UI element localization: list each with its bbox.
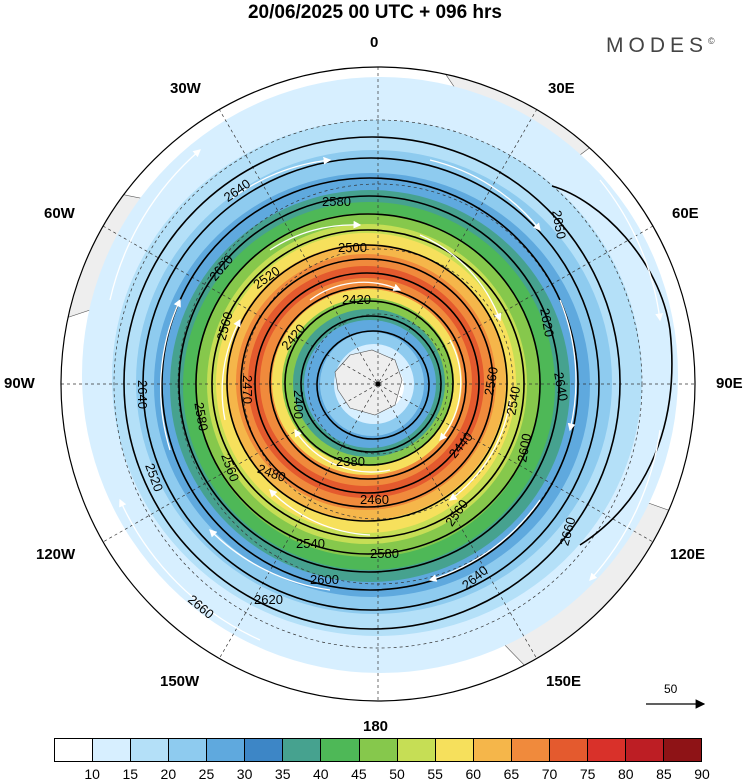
- colorbar-tick-label: 55: [427, 766, 443, 782]
- contour-label: 2420: [342, 292, 371, 307]
- contour-label: 2400: [291, 390, 306, 419]
- colorbar-box: [587, 739, 626, 761]
- colorbar-tick-label: 40: [313, 766, 329, 782]
- contour-label: 2580: [322, 194, 351, 209]
- contour-label: 2620: [537, 307, 557, 338]
- contour-label: 2560: [214, 310, 236, 342]
- lon-label-150e: 150E: [546, 673, 582, 690]
- colorbar-tick-label: 65: [503, 766, 520, 782]
- lon-label-30w: 30W: [170, 80, 201, 97]
- contour-label: 2460: [360, 492, 389, 507]
- colorbar-tick-label: 45: [351, 766, 367, 782]
- colorbar-tick-label: 15: [122, 766, 139, 782]
- colorbar-box: [473, 739, 512, 761]
- colorbar-box: [549, 739, 588, 761]
- height-contours: [123, 136, 673, 630]
- lon-label-180: 180: [363, 718, 389, 735]
- contour-label: 2600: [310, 572, 339, 587]
- contour-label: 2560: [481, 366, 501, 397]
- lon-label-120e: 120E: [670, 546, 706, 563]
- reference-vector-label: 50: [664, 682, 678, 696]
- colorbar-box: [664, 739, 702, 761]
- wind-streamlines: [109, 149, 664, 641]
- colorbar-tick-label: 85: [656, 766, 672, 782]
- colorbar-box: [283, 739, 322, 761]
- lon-label-150w: 150W: [160, 673, 200, 690]
- contour-label: 2640: [551, 371, 571, 402]
- lon-label-60e: 60E: [672, 205, 699, 222]
- lon-label-60w: 60W: [44, 205, 75, 222]
- colorbar-tick-label: 75: [579, 766, 596, 782]
- colorbar-box: [511, 739, 550, 761]
- lon-label-90w: 90W: [4, 375, 35, 392]
- lon-label-90e: 90E: [716, 375, 743, 392]
- colorbar-tick-label: 20: [160, 766, 177, 782]
- colorbar-tick-label: 70: [541, 766, 558, 782]
- colorbar-tick-label: 90: [694, 766, 710, 782]
- contour-label: 2500: [338, 240, 367, 255]
- colorbar-box: [397, 739, 436, 761]
- colorbar-tick-label: 50: [389, 766, 405, 782]
- contour-label: 2540: [296, 536, 325, 551]
- colorbar-box: [435, 739, 474, 761]
- colorbar-tick-label: 30: [236, 766, 253, 782]
- lon-label-120w: 120W: [36, 546, 76, 563]
- south-pole-marker: [375, 381, 381, 387]
- lon-label-0: 0: [370, 34, 379, 51]
- graticule: [61, 67, 695, 701]
- colorbar-box: [207, 739, 246, 761]
- colorbar-box: [359, 739, 398, 761]
- colorbar-tick-label: 35: [274, 766, 291, 782]
- contour-label: 2580: [370, 546, 399, 561]
- lon-label-30e: 30E: [548, 80, 575, 97]
- colorbar-box: [321, 739, 360, 761]
- contour-label: 2640: [135, 380, 150, 409]
- map-title: 20/06/2025 00 UTC + 096 hrs: [247, 2, 503, 23]
- colorbar-box: [55, 739, 94, 761]
- contour-label: 2650: [549, 209, 569, 240]
- colorbar: [54, 738, 702, 762]
- colorbar-box: [131, 739, 170, 761]
- contour-label: 2660: [557, 515, 579, 547]
- map-boundary: [60, 66, 696, 702]
- colorbar-tick-label: 60: [465, 766, 482, 782]
- contour-label: 2540: [503, 385, 523, 416]
- contour-label: 2620: [254, 592, 283, 607]
- colorbar-box: [625, 739, 664, 761]
- contour-label: 2470: [240, 375, 255, 404]
- colorbar-box: [93, 739, 132, 761]
- colorbar-tick-label: 80: [617, 766, 634, 782]
- colorbar-tick-label: 25: [198, 766, 215, 782]
- colorbar-box: [245, 739, 284, 761]
- contour-label: 2600: [514, 432, 534, 463]
- contour-label: 2580: [191, 401, 211, 432]
- antarctica-land: [334, 349, 403, 416]
- colorbar-box: [169, 739, 208, 761]
- modes-brand-logo: MODES©: [606, 34, 715, 57]
- colorbar-tick-label: 10: [84, 766, 100, 782]
- contour-label: 2380: [336, 454, 365, 469]
